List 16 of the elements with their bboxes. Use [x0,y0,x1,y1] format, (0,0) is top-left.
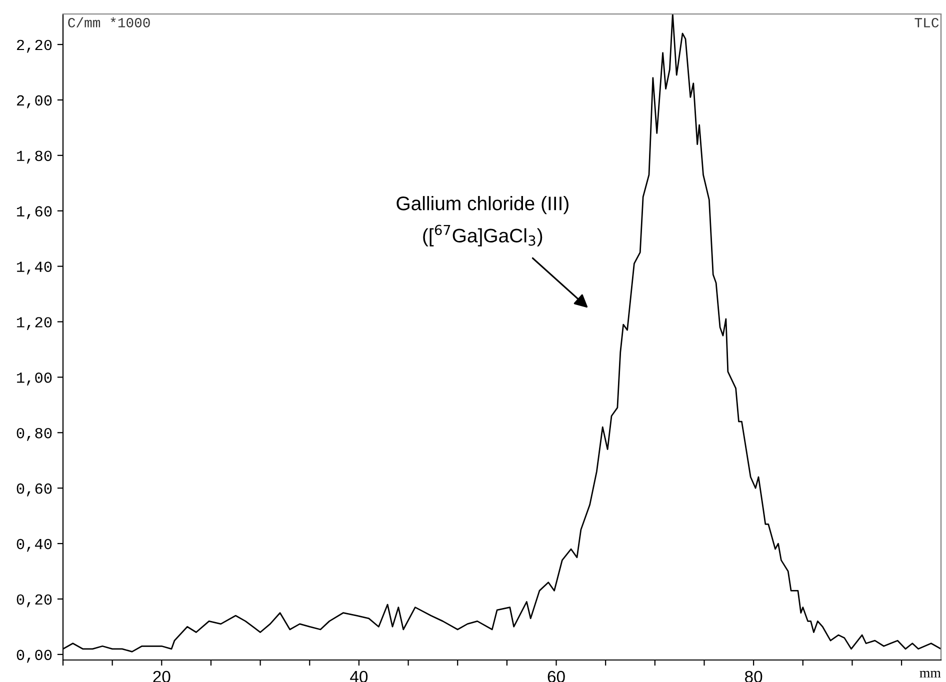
y-tick-label: 1,20 [17,317,52,330]
y-tick-label: 2,20 [16,40,52,53]
y-axis-title: C/mm *1000 [68,17,150,28]
y-tick-label: 0,60 [16,483,52,496]
y-tick-label: 1,80 [17,150,52,164]
y-tick-label: 1,40 [17,262,52,275]
y-tick-label: 1,60 [17,206,52,220]
x-axis-title: mm [920,670,941,678]
y-tick-label: 0,80 [16,428,52,441]
y-tick-label: 2,00 [16,95,52,108]
y-tick-label: 1,00 [17,372,52,386]
y-tick-label: 0,20 [16,594,52,608]
y-tick-label: 0,40 [16,538,52,552]
annotation: TLC [914,18,939,28]
annotation: Gallium chloride (III) ([$^{67}$Ga]GaCl$_{3}$) [396,196,568,246]
y-tick-label: 0,00 [16,650,52,663]
